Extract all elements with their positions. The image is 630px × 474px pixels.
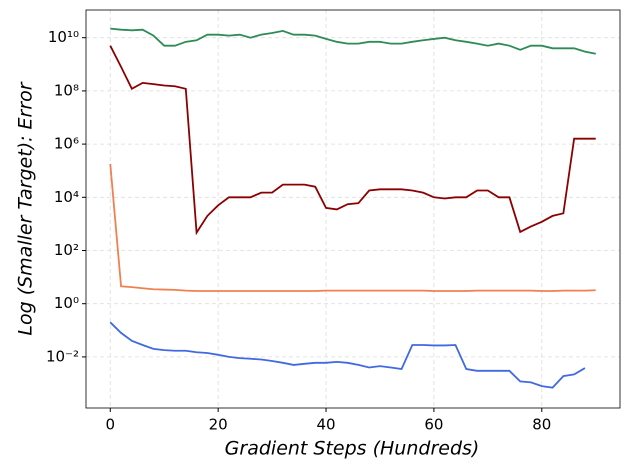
- y-tick-label: 10¹⁰: [48, 28, 79, 46]
- y-tick-label: 10⁰: [54, 294, 79, 312]
- plot-frame: [85, 9, 621, 409]
- x-axis-label: Gradient Steps (Hundreds): [225, 438, 480, 460]
- series-line: [109, 163, 596, 292]
- series-line: [109, 45, 596, 236]
- series-line: [109, 321, 586, 389]
- x-tick-label: 60: [424, 416, 443, 434]
- series-line: [110, 27, 596, 55]
- x-tick-label: 20: [209, 416, 228, 434]
- y-axis-label: Log (Smaller Target): Error: [15, 81, 37, 335]
- x-tick-label: 40: [316, 416, 335, 434]
- y-tick-label: 10²: [54, 241, 79, 259]
- x-tick-label: 0: [105, 416, 115, 434]
- y-tick-label: 10⁻²: [46, 347, 79, 365]
- y-tick-label: 10⁴: [54, 188, 79, 206]
- y-tick-label: 10⁶: [54, 135, 79, 153]
- y-tick-label: 10⁸: [54, 81, 79, 99]
- x-tick-label: 80: [532, 416, 551, 434]
